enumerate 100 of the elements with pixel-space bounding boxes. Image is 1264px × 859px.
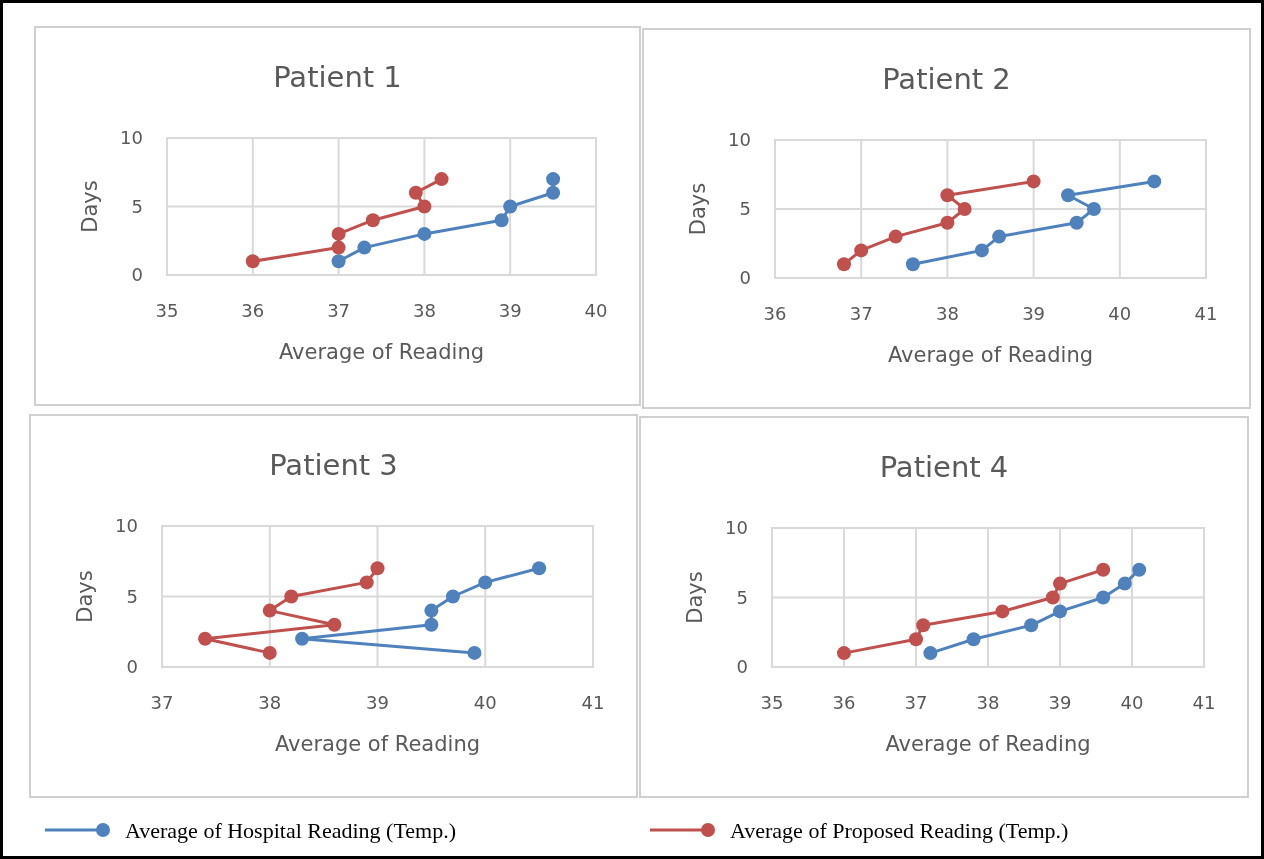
- point: [909, 632, 923, 647]
- point: [331, 226, 346, 241]
- point: [966, 632, 981, 647]
- x-tick-label: 37: [904, 692, 928, 713]
- x-tick-label: 39: [498, 300, 522, 321]
- legend-label: Average of Proposed Reading (Temp.): [730, 818, 1069, 843]
- point: [331, 254, 346, 269]
- point: [940, 188, 955, 203]
- x-tick-label: 35: [760, 692, 784, 713]
- chart-title: Patient 2: [882, 62, 1011, 96]
- x-axis-title: Average of Reading: [885, 732, 1091, 756]
- point: [1026, 174, 1041, 189]
- y-tick-label: 5: [739, 198, 751, 219]
- point: [1045, 590, 1060, 605]
- point: [198, 631, 213, 646]
- x-tick-label: 36: [241, 300, 265, 321]
- y-tick-label: 0: [131, 264, 143, 285]
- x-tick-label: 37: [327, 300, 351, 321]
- point: [1053, 604, 1067, 619]
- chart-title: Patient 1: [273, 60, 402, 94]
- point: [245, 254, 260, 269]
- point: [916, 618, 931, 633]
- point: [262, 645, 277, 660]
- legend-label: Average of Hospital Reading (Temp.): [125, 818, 456, 843]
- x-tick-label: 40: [473, 692, 497, 713]
- point: [295, 631, 310, 646]
- point: [424, 603, 439, 618]
- point: [408, 185, 423, 200]
- x-tick-label: 37: [150, 692, 174, 713]
- point: [532, 561, 547, 576]
- chart-title: Patient 4: [879, 450, 1009, 484]
- point: [546, 172, 561, 187]
- y-tick-label: 10: [115, 515, 138, 536]
- y-tick-label: 5: [131, 195, 143, 217]
- point: [1117, 576, 1132, 591]
- point: [974, 243, 989, 258]
- x-axis-title: Average of Reading: [274, 732, 481, 756]
- point: [365, 213, 380, 228]
- y-axis-title: Days: [683, 571, 707, 624]
- y-axis-title: Days: [686, 182, 710, 236]
- point: [284, 589, 299, 604]
- point: [995, 604, 1010, 619]
- point: [1086, 202, 1101, 216]
- y-axis-title: Days: [78, 180, 102, 233]
- point: [1132, 562, 1147, 577]
- y-tick-label: 10: [728, 129, 751, 150]
- x-axis-title: Average of Reading: [278, 340, 485, 364]
- point: [957, 202, 972, 216]
- point: [905, 257, 920, 272]
- point: [1096, 562, 1111, 577]
- point: [1069, 215, 1084, 230]
- point: [327, 617, 342, 632]
- x-tick-label: 38: [258, 692, 282, 713]
- point: [331, 240, 346, 255]
- point: [1061, 188, 1076, 203]
- x-tick-label: 41: [1192, 692, 1216, 713]
- x-tick-label: 41: [1194, 303, 1218, 324]
- x-tick-label: 39: [366, 692, 389, 713]
- point: [992, 229, 1007, 244]
- x-tick-label: 37: [849, 303, 873, 324]
- point: [357, 240, 372, 255]
- y-tick-label: 10: [725, 517, 748, 538]
- y-tick-label: 0: [739, 267, 751, 288]
- x-tick-label: 36: [832, 692, 856, 713]
- x-tick-label: 39: [1022, 303, 1046, 324]
- point: [494, 213, 509, 228]
- point: [417, 199, 432, 214]
- point: [503, 199, 518, 214]
- point: [434, 172, 449, 187]
- point: [1096, 590, 1111, 605]
- point: [445, 589, 460, 604]
- point: [1024, 618, 1039, 633]
- chart-title: Patient 3: [269, 448, 398, 482]
- x-tick-label: 39: [1048, 692, 1072, 713]
- point: [923, 646, 938, 661]
- x-tick-label: 35: [155, 300, 179, 321]
- point: [1053, 576, 1067, 591]
- x-tick-label: 40: [1120, 692, 1144, 713]
- x-tick-label: 38: [976, 692, 1000, 713]
- point: [424, 617, 439, 632]
- point: [417, 226, 432, 241]
- point: [546, 185, 561, 200]
- y-axis-title: Days: [73, 570, 97, 623]
- point: [940, 215, 955, 230]
- point: [370, 561, 385, 576]
- x-tick-label: 36: [763, 303, 787, 324]
- x-tick-label: 41: [581, 692, 605, 713]
- point: [478, 575, 493, 590]
- y-tick-label: 0: [126, 656, 138, 677]
- point: [262, 603, 277, 618]
- x-tick-label: 38: [412, 300, 436, 321]
- point: [359, 575, 374, 590]
- point: [888, 229, 903, 244]
- y-tick-label: 5: [126, 585, 138, 607]
- point: [854, 243, 869, 258]
- x-tick-label: 38: [935, 303, 959, 324]
- x-tick-label: 40: [1108, 303, 1132, 324]
- x-axis-title: Average of Reading: [887, 343, 1094, 367]
- x-tick-label: 40: [584, 300, 608, 321]
- point: [837, 646, 851, 661]
